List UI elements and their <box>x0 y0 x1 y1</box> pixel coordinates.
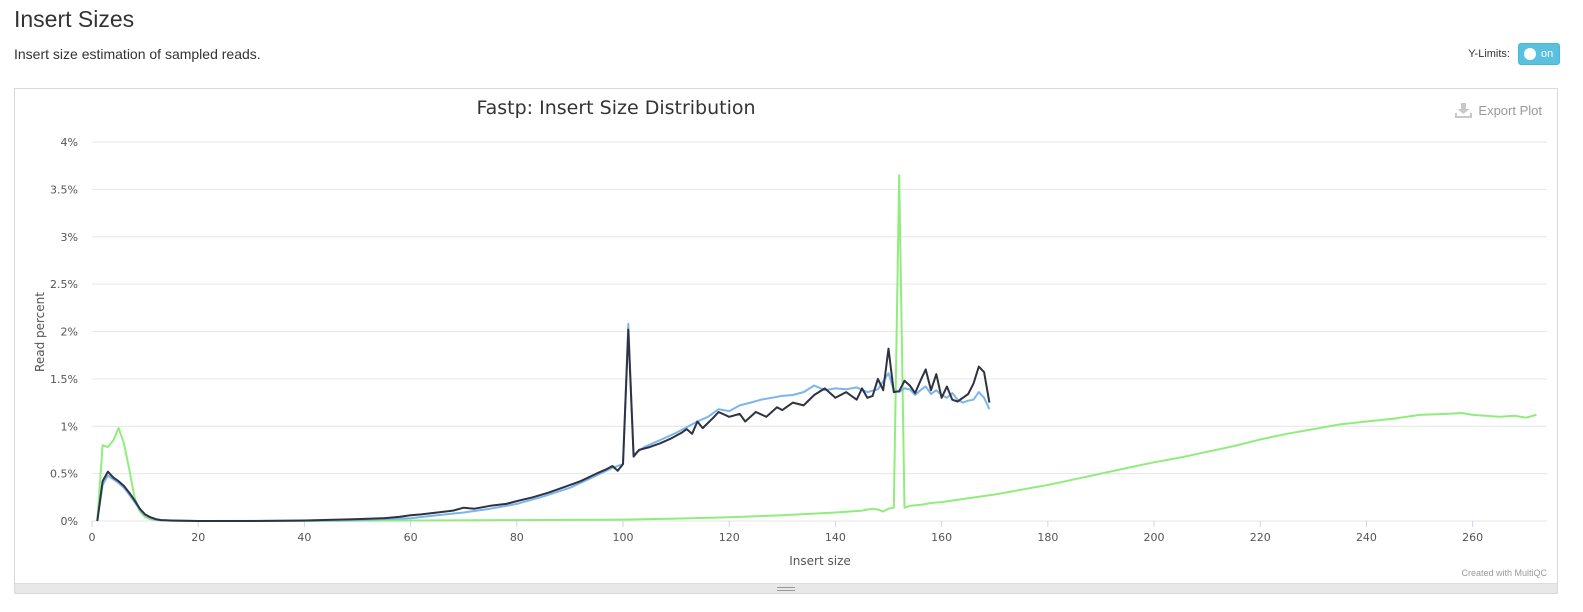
x-tick-label: 200 <box>1144 531 1165 544</box>
x-axis-title: Insert size <box>789 554 851 568</box>
ylimits-control: Y-Limits: on <box>1468 43 1560 65</box>
y-axis-ticks: 0% 0.5% 1% 1.5% 2% 2.5% 3% 3.5% 4% <box>50 136 78 528</box>
series-line-3[interactable] <box>96 174 1537 522</box>
ylimits-state: on <box>1541 48 1554 60</box>
x-tick-label: 140 <box>825 531 846 544</box>
toggle-knob <box>1524 48 1536 60</box>
x-axis-ticks: 0 20 40 60 80 100 120 140 160 180 200 220 240 260 <box>89 521 1483 544</box>
x-tick-label: 240 <box>1356 531 1377 544</box>
series-line-1[interactable] <box>96 328 991 522</box>
grid-lines <box>92 141 1547 522</box>
y-axis-title: Read percent <box>33 292 47 372</box>
y-tick-label: 0.5% <box>50 468 78 481</box>
x-tick-label: 20 <box>191 531 205 544</box>
x-tick-label: 60 <box>404 531 418 544</box>
grip-icon <box>777 587 795 591</box>
x-tick-label: 120 <box>719 531 740 544</box>
y-tick-label: 3.5% <box>50 183 78 196</box>
y-tick-label: 1% <box>61 420 78 433</box>
chart-title: Fastp: Insert Size Distribution <box>476 97 755 119</box>
plot-container: Fastp: Insert Size Distribution 0% 0.5% 1%… <box>14 88 1558 594</box>
section-title: Insert Sizes <box>14 6 135 32</box>
y-tick-label: 4% <box>61 136 78 149</box>
series-lines <box>96 174 1537 522</box>
y-tick-label: 1.5% <box>50 373 78 386</box>
x-tick-label: 80 <box>510 531 524 544</box>
y-tick-label: 2.5% <box>50 278 78 291</box>
x-tick-label: 260 <box>1462 531 1483 544</box>
credit-text: Created with MultiQC <box>1461 568 1547 578</box>
x-tick-label: 100 <box>613 531 634 544</box>
section-description: Insert size estimation of sampled reads. <box>14 46 261 62</box>
x-tick-label: 180 <box>1037 531 1058 544</box>
ylimits-label: Y-Limits: <box>1468 48 1510 60</box>
plot-resize-handle[interactable] <box>15 583 1557 593</box>
download-icon <box>1455 103 1473 118</box>
x-tick-label: 40 <box>297 531 311 544</box>
ylimits-toggle[interactable]: on <box>1518 43 1560 65</box>
y-tick-label: 2% <box>61 326 78 339</box>
y-tick-label: 0% <box>61 515 78 528</box>
export-plot-button[interactable]: Export Plot <box>1455 103 1542 118</box>
y-tick-label: 3% <box>61 231 78 244</box>
x-tick-label: 220 <box>1250 531 1271 544</box>
insert-size-chart: Fastp: Insert Size Distribution 0% 0.5% 1%… <box>33 97 1547 568</box>
x-tick-label: 0 <box>89 531 96 544</box>
x-tick-label: 160 <box>931 531 952 544</box>
series-line-2[interactable] <box>96 322 991 522</box>
export-plot-label: Export Plot <box>1478 103 1542 118</box>
